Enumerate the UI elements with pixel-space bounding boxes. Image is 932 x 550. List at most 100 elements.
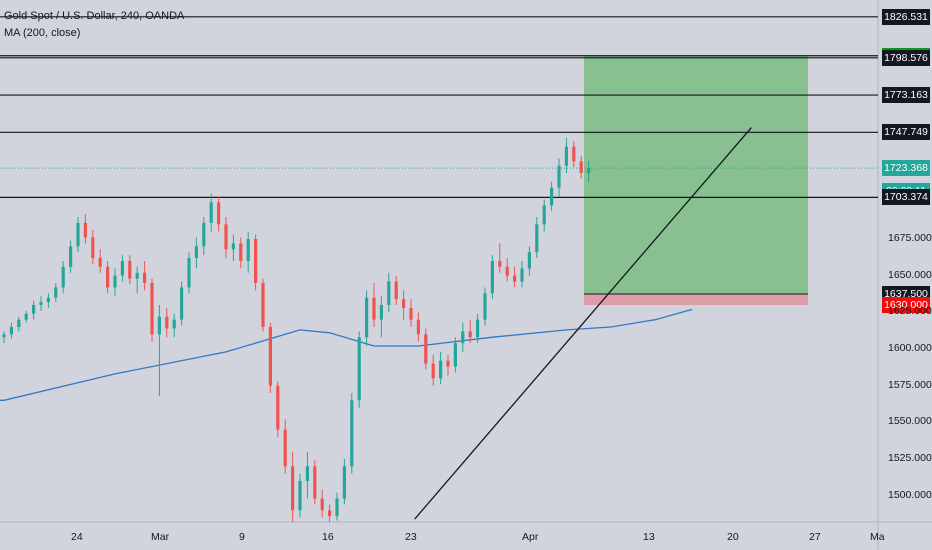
price-tag-1703-374: 1703.374 bbox=[882, 189, 930, 206]
candle-body bbox=[106, 266, 110, 288]
candle-body bbox=[476, 319, 480, 338]
candle-body bbox=[342, 466, 346, 499]
candle-body bbox=[513, 275, 517, 282]
price-tag-1630-000: 1630.000 bbox=[882, 296, 930, 313]
x-tick-label: 24 bbox=[71, 531, 83, 543]
candle-body bbox=[461, 331, 465, 344]
candle-body bbox=[291, 466, 295, 511]
candle-body bbox=[305, 466, 309, 481]
price-tag-1773-163: 1773.163 bbox=[882, 87, 930, 104]
chart-title: Gold Spot / U.S. Dollar, 240, OANDA bbox=[4, 10, 185, 22]
candle-body bbox=[165, 316, 169, 329]
candle-body bbox=[416, 319, 420, 335]
candle-body bbox=[505, 266, 509, 276]
candle-body bbox=[298, 480, 302, 511]
y-tick-label: 1650.000 bbox=[888, 268, 932, 281]
candle-body bbox=[283, 429, 287, 467]
price-tag-1826-531: 1826.531 bbox=[882, 8, 930, 25]
y-tick-label: 1575.000 bbox=[888, 378, 932, 391]
candle-body bbox=[98, 258, 102, 267]
candle-body bbox=[542, 205, 546, 225]
candle-body bbox=[409, 307, 413, 320]
candle-body bbox=[572, 146, 576, 162]
candle-body bbox=[54, 287, 58, 298]
candle-body bbox=[357, 337, 361, 401]
candle-body bbox=[261, 282, 265, 327]
candle-body bbox=[224, 224, 228, 250]
candle-body bbox=[365, 297, 369, 338]
y-tick-label: 1500.000 bbox=[888, 488, 932, 501]
candle-body bbox=[439, 360, 443, 379]
candle-body bbox=[557, 165, 561, 188]
candle-body bbox=[379, 304, 383, 320]
candle-body bbox=[498, 261, 502, 267]
candle-body bbox=[276, 385, 280, 430]
candle-body bbox=[209, 202, 213, 223]
candle-body bbox=[202, 222, 206, 247]
candle-body bbox=[246, 239, 250, 261]
candle-body bbox=[128, 261, 132, 279]
candle-body bbox=[39, 302, 43, 305]
candle-body bbox=[350, 400, 354, 467]
candle-body bbox=[468, 331, 472, 338]
candle-body bbox=[550, 187, 554, 206]
candle-body bbox=[587, 168, 591, 174]
indicator-label: MA (200, close) bbox=[4, 27, 81, 39]
candle-body bbox=[61, 266, 65, 288]
candle-body bbox=[150, 282, 154, 335]
candle-body bbox=[17, 319, 21, 327]
candle-body bbox=[579, 161, 583, 174]
candle-body bbox=[231, 243, 235, 250]
candle-body bbox=[328, 510, 332, 517]
x-tick-label: 13 bbox=[643, 531, 655, 543]
candle-body bbox=[424, 334, 428, 364]
candle-body bbox=[194, 246, 198, 259]
candle-body bbox=[394, 281, 398, 300]
y-tick-label: 1600.000 bbox=[888, 341, 932, 354]
candle-body bbox=[527, 252, 531, 269]
candle-body bbox=[120, 261, 124, 276]
candle-body bbox=[157, 316, 161, 335]
y-tick-label: 1675.000 bbox=[888, 232, 932, 244]
candle-body bbox=[483, 293, 487, 320]
candle-body bbox=[431, 363, 435, 379]
x-tick-label: 23 bbox=[405, 531, 417, 543]
candle-body bbox=[535, 224, 539, 253]
x-tick-label: Mar bbox=[151, 531, 170, 543]
candle-body bbox=[453, 343, 457, 367]
candle-body bbox=[172, 319, 176, 329]
candle-body bbox=[113, 275, 117, 288]
price-tag-1723-368: 1723.368 bbox=[882, 160, 930, 177]
x-tick-label: Ma bbox=[870, 531, 885, 543]
position-profit-zone[interactable] bbox=[584, 55, 808, 294]
candle-body bbox=[217, 202, 221, 225]
support-trendline[interactable] bbox=[414, 127, 752, 520]
candle-body bbox=[490, 261, 494, 294]
candle-body bbox=[69, 246, 73, 267]
candle-body bbox=[520, 268, 524, 282]
x-tick-label: 16 bbox=[322, 531, 334, 543]
candle-body bbox=[387, 281, 391, 305]
candle-body bbox=[372, 297, 376, 320]
candle-body bbox=[24, 313, 28, 320]
x-tick-label: 27 bbox=[809, 531, 821, 543]
price-tag-1747-749: 1747.749 bbox=[882, 124, 930, 141]
candle-body bbox=[135, 272, 139, 279]
candle-body bbox=[402, 299, 406, 308]
candle-body bbox=[9, 326, 13, 335]
candle-body bbox=[2, 334, 6, 338]
candle-body bbox=[46, 297, 50, 303]
price-tag-1798-576: 1798.576 bbox=[882, 49, 930, 66]
position-stop-zone[interactable] bbox=[584, 293, 808, 305]
x-tick-label: 9 bbox=[239, 531, 245, 543]
candle-body bbox=[180, 287, 184, 320]
candle-body bbox=[268, 326, 272, 386]
y-tick-label: 1525.000 bbox=[888, 451, 932, 464]
candle-body bbox=[313, 466, 317, 499]
ma-200-line[interactable] bbox=[0, 308, 693, 401]
x-tick-label: Apr bbox=[522, 531, 539, 543]
candle-body bbox=[239, 243, 243, 261]
candle-body bbox=[143, 272, 147, 283]
